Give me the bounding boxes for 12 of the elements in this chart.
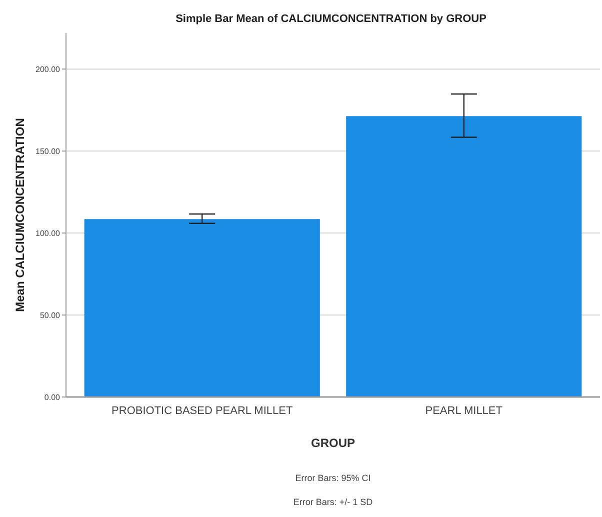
x-axis-title: GROUP (310, 436, 356, 450)
x-tick-label: PROBIOTIC BASED PEARL MILLET (112, 405, 293, 417)
chart-title: Simple Bar Mean of CALCIUMCONCENTRATION by GROUP (176, 13, 486, 25)
y-tick-label: 100.00 (36, 228, 61, 238)
y-tick-label: 150.00 (36, 146, 61, 156)
text: Error Bars: +/- 1 SD (293, 497, 374, 507)
y-tick-label: 200.00 (36, 64, 61, 74)
y-tick-label: 50.00 (40, 310, 61, 320)
y-tick-label: 0.00 (44, 392, 61, 402)
x-tick-label: PEARL MILLET (425, 405, 503, 417)
text: Error Bars: 95% CI (295, 473, 371, 483)
y-axis-title: Mean CALCIUMCONCENTRATION (13, 118, 27, 312)
